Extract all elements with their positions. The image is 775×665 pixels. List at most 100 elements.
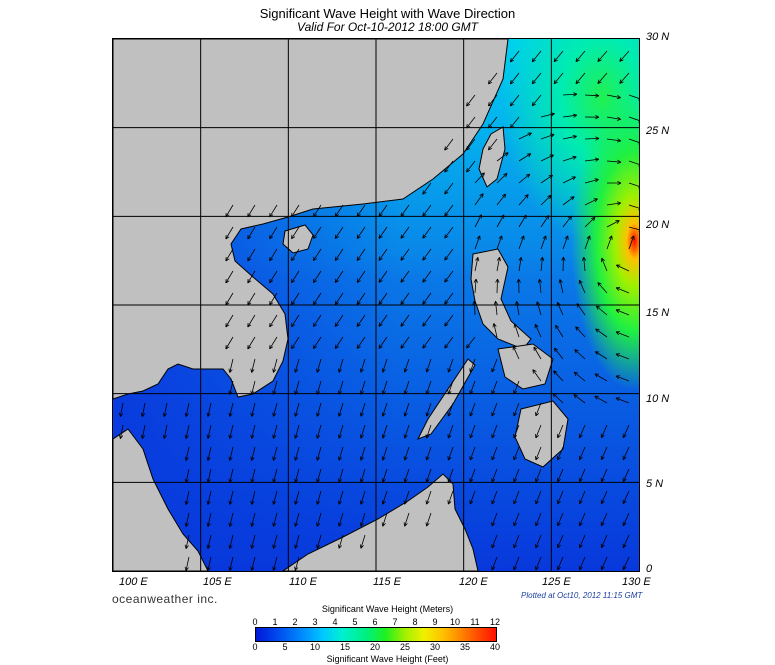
wave-direction-arrow [425, 512, 432, 527]
wave-direction-arrow [422, 204, 432, 217]
wave-direction-arrow [272, 512, 278, 527]
lat-label-20n: 20 N [646, 219, 670, 231]
wave-direction-arrow [597, 72, 608, 84]
wave-direction-arrow [228, 424, 234, 439]
wave-direction-arrow [444, 160, 454, 173]
wave-direction-arrow [469, 490, 476, 505]
wave-direction-arrow [518, 256, 523, 272]
wave-direction-arrow [269, 270, 278, 284]
wave-direction-arrow [540, 215, 550, 228]
wave-direction-arrow [537, 278, 542, 294]
wave-direction-arrow [403, 490, 410, 505]
wave-direction-arrow [535, 512, 542, 527]
wave-direction-arrow [378, 336, 388, 349]
meters-tick-label: 3 [312, 617, 318, 627]
wave-direction-arrow [228, 380, 234, 395]
wave-direction-arrow [474, 193, 484, 206]
wave-direction-arrow [272, 556, 278, 571]
wave-direction-arrow [628, 182, 639, 189]
wave-direction-arrow [512, 345, 520, 360]
wave-direction-arrow [606, 201, 622, 206]
wave-direction-arrow [619, 50, 630, 62]
malay-peninsula-landmass [113, 428, 209, 571]
wave-direction-arrow [225, 204, 234, 218]
wave-direction-arrow [359, 358, 366, 373]
wave-direction-arrow [247, 204, 256, 218]
wave-direction-arrow [228, 556, 234, 571]
wave-direction-arrow [381, 424, 388, 439]
wave-direction-arrow [403, 468, 410, 483]
map-title: Significant Wave Height with Wave Direct… [259, 6, 516, 21]
wave-direction-arrow [356, 248, 366, 261]
wave-direction-arrow [562, 113, 578, 118]
wave-direction-arrow [469, 468, 476, 483]
wave-direction-arrow [606, 94, 621, 100]
mindanao-landmass [514, 400, 569, 468]
wave-direction-arrow [316, 402, 322, 417]
wave-direction-arrow [272, 490, 278, 505]
wave-direction-arrow [573, 394, 586, 404]
wave-direction-arrow [338, 424, 344, 439]
wave-direction-arrow [513, 323, 520, 338]
wave-direction-arrow [206, 446, 212, 461]
wave-direction-arrow [247, 270, 256, 284]
wave-direction-arrow [556, 301, 564, 316]
wave-direction-arrow [488, 116, 498, 129]
wave-direction-arrow [540, 174, 553, 184]
wave-direction-arrow [447, 490, 454, 505]
wave-direction-arrow [518, 214, 527, 228]
wave-direction-arrow [250, 380, 256, 395]
wave-direction-arrow [584, 93, 600, 98]
wave-direction-arrow [615, 264, 630, 272]
lat-label-10n: 10 N [646, 393, 670, 405]
wave-direction-arrow [250, 490, 256, 505]
wave-direction-arrow [540, 235, 547, 250]
wave-direction-arrow [400, 204, 410, 217]
wave-direction-arrow [206, 468, 212, 483]
wave-direction-arrow [595, 305, 608, 316]
wave-direction-arrow [250, 424, 256, 439]
wave-direction-arrow [628, 226, 639, 232]
wave-direction-arrow [272, 534, 278, 549]
wave-direction-arrow [250, 512, 256, 527]
wave-direction-arrow [628, 235, 635, 250]
lat-label-30n: 30 N [646, 31, 670, 43]
wave-direction-arrow [206, 490, 212, 505]
wave-direction-arrow [272, 468, 278, 483]
wave-direction-arrow [291, 292, 300, 306]
wave-direction-arrow [615, 397, 630, 404]
wave-direction-arrow [206, 556, 212, 571]
wave-direction-arrow [184, 556, 190, 571]
luzon-landmass [470, 248, 532, 350]
meters-tick-label: 9 [432, 617, 438, 627]
wave-direction-arrow [472, 300, 477, 316]
wave-direction-arrow [513, 512, 520, 527]
wave-direction-arrow [422, 270, 432, 283]
wave-direction-arrow [496, 152, 509, 162]
wave-direction-arrow [509, 72, 520, 85]
wave-direction-arrow [250, 534, 256, 549]
wave-direction-arrow [622, 512, 630, 527]
wave-direction-arrow [269, 336, 278, 350]
wave-direction-arrow [291, 270, 300, 284]
wave-direction-arrow [496, 256, 501, 272]
wave-direction-arrow [513, 446, 520, 461]
palawan-landmass [416, 358, 476, 440]
lon-label-125e: 125 E [542, 576, 571, 588]
wave-direction-arrow [225, 314, 234, 328]
wave-direction-arrow [444, 336, 454, 349]
wave-direction-arrow [140, 424, 146, 439]
wave-direction-arrow [316, 358, 322, 373]
wave-direction-arrow [422, 226, 432, 239]
taiwan-landmass [478, 126, 506, 188]
wave-direction-arrow [491, 358, 498, 373]
wave-direction-arrow [600, 512, 608, 527]
wave-direction-arrow [600, 424, 608, 439]
wave-direction-arrow [313, 204, 322, 218]
wave-direction-arrow [294, 534, 300, 549]
plotted-timestamp: Plotted at Oct10, 2012 11:15 GMT [521, 591, 643, 600]
wave-direction-arrow [584, 216, 596, 228]
wave-direction-arrow [316, 380, 322, 395]
wave-direction-arrow [513, 402, 520, 417]
wave-direction-arrow [553, 72, 564, 85]
